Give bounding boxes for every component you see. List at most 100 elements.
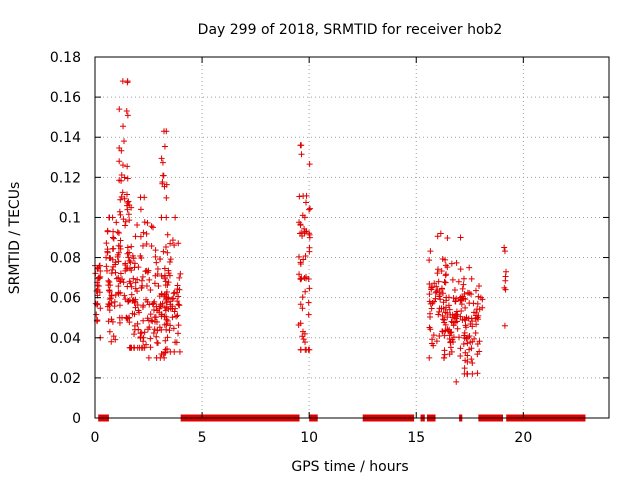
data-point	[166, 272, 173, 279]
data-point	[117, 270, 124, 277]
data-point	[436, 332, 443, 339]
data-point	[449, 311, 456, 318]
data-point	[461, 332, 468, 339]
data-point	[301, 225, 308, 232]
data-point	[453, 308, 460, 315]
data-point	[297, 346, 304, 353]
data-point	[130, 275, 137, 282]
data-point	[125, 198, 132, 205]
data-point	[131, 264, 138, 271]
data-point	[151, 280, 158, 287]
data-point	[124, 79, 131, 86]
data-point	[300, 193, 307, 200]
data-point	[461, 291, 468, 298]
data-point	[460, 281, 467, 288]
data-point	[299, 305, 306, 312]
data-point	[448, 318, 455, 325]
data-point	[503, 268, 510, 275]
data-point	[108, 316, 115, 323]
data-point	[124, 250, 131, 257]
data-point	[153, 333, 160, 340]
data-point	[167, 298, 174, 305]
data-point	[137, 330, 144, 337]
data-point	[299, 233, 306, 240]
chart-title: Day 299 of 2018, SRMTID for receiver hob…	[198, 22, 503, 38]
y-tick-label: 0.16	[50, 90, 81, 106]
data-point	[428, 305, 435, 312]
data-point	[104, 246, 111, 253]
data-point	[426, 354, 433, 361]
data-point	[106, 255, 113, 262]
data-point	[132, 279, 139, 286]
data-point	[167, 348, 174, 355]
data-point	[427, 310, 434, 317]
data-point	[152, 272, 159, 279]
y-tick-label: 0.08	[50, 251, 81, 267]
data-point	[116, 314, 123, 321]
data-point	[439, 328, 446, 335]
data-point	[112, 269, 119, 276]
data-point	[103, 240, 110, 247]
data-point	[468, 275, 475, 282]
data-point	[460, 275, 467, 282]
data-point	[440, 305, 447, 312]
data-point	[474, 300, 481, 307]
data-point	[306, 206, 313, 213]
data-point	[501, 284, 508, 291]
data-point	[441, 319, 448, 326]
data-point	[140, 302, 147, 309]
data-point	[124, 206, 131, 213]
data-point	[93, 311, 100, 318]
data-point	[156, 256, 163, 263]
y-axis-title: SRMTID / TECUs	[7, 182, 23, 295]
data-point	[104, 267, 111, 274]
data-point	[123, 191, 130, 198]
data-point	[147, 311, 154, 318]
data-point	[126, 217, 133, 224]
data-point	[105, 277, 112, 284]
data-point	[152, 253, 159, 260]
data-point	[459, 285, 466, 292]
data-point	[466, 264, 473, 271]
data-point	[158, 155, 165, 162]
data-point	[160, 248, 167, 255]
data-point	[109, 318, 116, 325]
data-point	[158, 214, 165, 221]
data-point	[124, 265, 131, 272]
data-point	[439, 312, 446, 319]
data-point	[140, 229, 147, 236]
data-point	[426, 324, 433, 331]
data-point	[171, 242, 178, 249]
data-point	[471, 335, 478, 342]
data-point	[122, 222, 129, 229]
data-point	[436, 308, 443, 315]
data-point	[464, 370, 471, 377]
data-point	[298, 151, 305, 158]
data-point	[457, 352, 464, 359]
y-tick-label: 0.1	[59, 210, 81, 226]
x-axis-title: GPS time / hours	[291, 459, 408, 475]
data-point	[151, 314, 158, 321]
tick-labels: 0 0.02 0.04 0.06 0.08 0.1 0.12 0.14 0.16 0.18 0 5 10…	[50, 50, 532, 446]
data-point	[460, 295, 467, 302]
data-point	[460, 341, 467, 348]
data-point	[455, 278, 462, 285]
data-point	[121, 195, 128, 202]
data-point	[306, 161, 313, 168]
data-point	[150, 224, 157, 231]
data-point	[299, 294, 306, 301]
data-point	[457, 345, 464, 352]
data-point	[164, 334, 171, 341]
y-tick-label: 0.14	[50, 130, 81, 146]
data-point	[128, 243, 135, 250]
data-point	[467, 339, 474, 346]
data-point	[163, 194, 170, 201]
data-point	[128, 204, 135, 211]
data-point	[163, 316, 170, 323]
data-point	[306, 248, 313, 255]
data-point	[154, 265, 161, 272]
data-point	[501, 322, 508, 329]
data-point	[464, 340, 471, 347]
data-point	[434, 233, 441, 240]
